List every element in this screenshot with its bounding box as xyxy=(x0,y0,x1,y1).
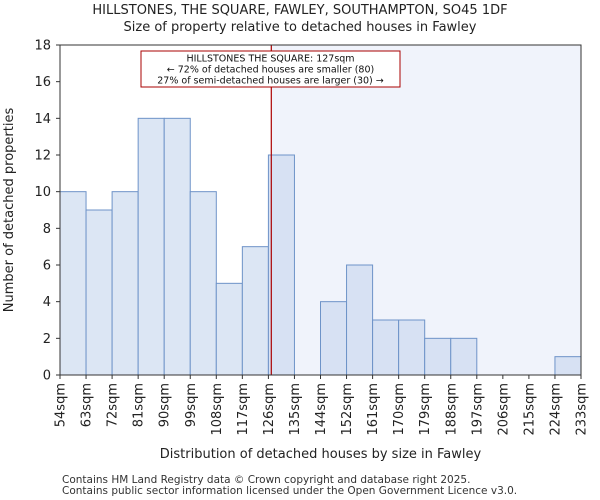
x-tick-label: 135sqm xyxy=(288,383,303,436)
bar-81sqm xyxy=(137,117,165,376)
chart-subtitle: Size of property relative to detached ho… xyxy=(123,20,477,35)
chart-title: HILLSTONES, THE SQUARE, FAWLEY, SOUTHAMP… xyxy=(92,3,508,18)
annotation-box xyxy=(140,50,401,88)
x-tick-label: 90sqm xyxy=(158,383,173,427)
bar-72sqm xyxy=(111,191,139,376)
bar-224sqm xyxy=(554,356,582,376)
x-tick-label: 144sqm xyxy=(314,383,329,436)
annotation-line-2: ← 72% of detached houses are smaller (80… xyxy=(167,65,374,76)
bar-188sqm xyxy=(450,337,478,376)
x-tick-label: 224sqm xyxy=(548,383,563,436)
x-tick-label: 215sqm xyxy=(522,383,537,436)
bars-group xyxy=(59,117,582,376)
y-tick-label: 16 xyxy=(34,75,51,90)
x-tick-label: 152sqm xyxy=(340,383,355,436)
x-tick-label: 170sqm xyxy=(392,383,407,436)
y-tick-label: 2 xyxy=(43,332,51,347)
x-tick-label: 161sqm xyxy=(366,383,381,436)
bar-117sqm xyxy=(241,246,269,376)
footer-licence-line: Contains public sector information licen… xyxy=(62,485,518,497)
x-tick-label: 54sqm xyxy=(54,383,69,427)
x-axis-label: Distribution of detached houses by size … xyxy=(160,447,482,462)
y-tick-label: 4 xyxy=(43,295,51,310)
x-tick-label: 81sqm xyxy=(132,383,147,427)
bar-54sqm xyxy=(59,191,87,376)
bar-179sqm xyxy=(424,337,452,376)
y-tick-label: 0 xyxy=(43,369,51,384)
x-tick-label: 126sqm xyxy=(262,383,277,436)
x-tick-label: 233sqm xyxy=(575,383,590,436)
y-axis-ticks: 0 2 4 6 8 10 12 14 16 18 xyxy=(34,39,60,384)
y-axis-label: Number of detached properties xyxy=(2,108,17,313)
annotation-line-1: HILLSTONES THE SQUARE: 127sqm xyxy=(186,54,354,65)
x-tick-label: 63sqm xyxy=(80,383,95,427)
annotation-line-3: 27% of semi-detached houses are larger (… xyxy=(157,76,384,87)
footer-copyright-line: Contains HM Land Registry data © Crown c… xyxy=(62,474,471,486)
y-tick-label: 8 xyxy=(43,222,51,237)
y-tick-label: 6 xyxy=(43,259,51,274)
bar-63sqm xyxy=(85,209,113,376)
bar-90sqm xyxy=(163,117,191,376)
bar-108sqm xyxy=(215,282,243,376)
y-tick-label: 12 xyxy=(34,149,51,164)
x-tick-label: 108sqm xyxy=(210,383,225,436)
bar-144sqm xyxy=(320,301,348,376)
x-tick-label: 179sqm xyxy=(418,383,433,436)
x-tick-label: 117sqm xyxy=(236,383,251,436)
bar-126sqm xyxy=(267,154,295,376)
y-tick-label: 14 xyxy=(34,112,51,127)
x-tick-label: 188sqm xyxy=(444,383,459,436)
bar-170sqm xyxy=(398,319,426,376)
y-tick-label: 10 xyxy=(34,185,51,200)
x-tick-label: 99sqm xyxy=(184,383,199,427)
x-tick-label: 197sqm xyxy=(470,383,485,436)
bar-99sqm xyxy=(189,191,217,376)
x-tick-label: 206sqm xyxy=(496,383,511,436)
bar-161sqm xyxy=(372,319,400,376)
bar-152sqm xyxy=(346,264,374,376)
plot-frame xyxy=(59,44,582,376)
x-axis-ticks: 54sqm 63sqm 72sqm 81sqm 90sqm 99sqm 108sqm 117s… xyxy=(54,375,590,436)
highlight-region xyxy=(271,45,581,375)
y-tick-label: 18 xyxy=(34,39,51,54)
x-tick-label: 72sqm xyxy=(106,383,121,427)
